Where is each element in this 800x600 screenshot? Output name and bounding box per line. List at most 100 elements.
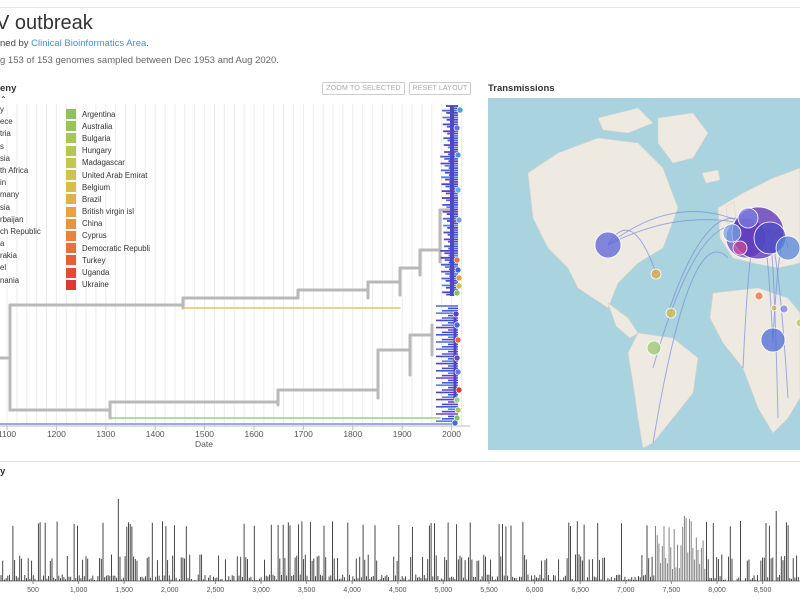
legend-swatch bbox=[66, 206, 76, 217]
reset-layout-button[interactable]: RESET LAYOUT bbox=[409, 82, 471, 95]
legend-label: China bbox=[82, 219, 103, 229]
legend-label: Democratic Republi bbox=[82, 243, 151, 253]
legend-item[interactable]: Argentina bbox=[66, 108, 150, 120]
legend-left-item[interactable]: sia bbox=[0, 153, 10, 163]
x-tick-label: 1200 bbox=[47, 429, 66, 439]
entropy-tick-label: 2,500 bbox=[207, 587, 225, 594]
legend-left-item[interactable]: ch Republic bbox=[0, 226, 41, 236]
legend-label: Madagascar bbox=[82, 158, 125, 168]
phylogeny-title: eny bbox=[0, 83, 17, 94]
x-tick-label: 2000 bbox=[442, 429, 461, 439]
top-divider bbox=[0, 7, 800, 8]
map-land-north-america bbox=[527, 137, 679, 309]
legend-item[interactable]: Madagascar bbox=[66, 157, 150, 169]
transmission-bubble bbox=[722, 223, 742, 243]
tree-tip-dot bbox=[453, 354, 461, 362]
legend-swatch bbox=[66, 218, 76, 229]
legend-label: United Arab Emirat bbox=[82, 170, 148, 180]
legend-label: Hungary bbox=[82, 146, 112, 156]
entropy-tick-label: 3,500 bbox=[298, 587, 316, 594]
legend-item[interactable]: Uganda bbox=[66, 266, 150, 278]
entropy-chart[interactable]: 500 1,000 1,500 2,000 2,500 3,000 3,500 4,000 4,… bbox=[0, 485, 800, 600]
x-tick-label: 1100 bbox=[0, 429, 16, 439]
legend-left-item[interactable]: rbaijan bbox=[0, 214, 24, 224]
tree-tip-dot bbox=[455, 282, 463, 290]
entropy-tick-label: 4,500 bbox=[389, 587, 407, 594]
legend-swatch bbox=[66, 243, 76, 254]
legend-left-item[interactable]: el bbox=[0, 263, 7, 273]
tree-tip-dot bbox=[455, 216, 463, 224]
legend-left-item[interactable]: nania bbox=[0, 275, 20, 285]
transmission-bubble bbox=[737, 207, 759, 229]
legend-left-item[interactable]: in bbox=[0, 178, 7, 188]
tree-tip-dot bbox=[453, 256, 461, 264]
transmissions-title: Transmissions bbox=[488, 83, 555, 94]
legend-label: Belgium bbox=[82, 182, 111, 192]
tree-tip-dot bbox=[454, 151, 462, 159]
tree-tip-dot bbox=[455, 274, 463, 282]
entropy-tick-label: 3,000 bbox=[252, 587, 270, 594]
legend-item[interactable]: British virgin isl bbox=[66, 206, 150, 218]
map-land-greenland bbox=[657, 112, 709, 164]
transmission-bubble bbox=[650, 268, 662, 280]
legend-item[interactable]: Democratic Republi bbox=[66, 242, 150, 254]
legend-left-item[interactable]: a bbox=[0, 239, 5, 249]
legend-label: Brazil bbox=[82, 194, 102, 204]
tree-tip-dot bbox=[454, 266, 462, 274]
x-tick-label: 1700 bbox=[294, 429, 313, 439]
legend-label: Uganda bbox=[82, 268, 110, 278]
entropy-tick-label: 7,000 bbox=[617, 587, 635, 594]
legend-swatch bbox=[66, 279, 76, 290]
legend-item[interactable]: Turkey bbox=[66, 254, 150, 266]
legend-item[interactable]: Hungary bbox=[66, 145, 150, 157]
entropy-title: y bbox=[0, 466, 6, 477]
tree-tip-dot bbox=[451, 419, 459, 427]
tree-tip-dot bbox=[455, 386, 463, 394]
legend-left-item[interactable]: rakia bbox=[0, 251, 17, 261]
legend-item[interactable]: China bbox=[66, 218, 150, 230]
byline-prefix: ned by bbox=[0, 38, 32, 49]
transmission-bubble bbox=[594, 231, 622, 259]
legend-item[interactable]: Brazil bbox=[66, 193, 150, 205]
legend-swatch bbox=[66, 121, 76, 132]
entropy-tick-label: 7,500 bbox=[663, 587, 681, 594]
collapse-legend-icon[interactable]: ⌃ bbox=[0, 95, 7, 104]
entropy-tick-label: 8,000 bbox=[708, 587, 726, 594]
zoom-to-selected-button[interactable]: ZOOM TO SELECTED bbox=[322, 82, 405, 95]
legend-swatch bbox=[66, 145, 76, 156]
legend-left-item[interactable]: ece bbox=[0, 117, 13, 127]
tree-tip-dot bbox=[454, 368, 462, 376]
dataset-summary: g 153 of 153 genomes sampled between Dec… bbox=[0, 55, 279, 66]
legend-item[interactable]: Ukraine bbox=[66, 279, 150, 291]
legend-left-item[interactable]: th Africa bbox=[0, 165, 29, 175]
transmissions-map[interactable] bbox=[488, 98, 800, 450]
tree-tip-dot bbox=[452, 310, 460, 318]
entropy-tick-label: 6,000 bbox=[526, 587, 544, 594]
legend-item[interactable]: Belgium bbox=[66, 181, 150, 193]
tree-tip-dot bbox=[454, 336, 462, 344]
entropy-tick-label: 2,000 bbox=[161, 587, 179, 594]
clinical-bioinformatics-link[interactable]: Clinical Bioinformatics Area bbox=[31, 38, 147, 49]
transmission-bubble bbox=[732, 240, 748, 256]
legend-left-item[interactable]: many bbox=[0, 190, 20, 200]
transmission-bubble bbox=[760, 327, 786, 353]
page-title: V outbreak bbox=[0, 12, 93, 34]
legend-label: Bulgaria bbox=[82, 133, 111, 143]
legend-left-item[interactable]: s bbox=[0, 141, 4, 151]
legend-left-item[interactable]: tria bbox=[0, 129, 11, 139]
legend-swatch bbox=[66, 194, 76, 205]
entropy-tick-label: 4,000 bbox=[343, 587, 361, 594]
legend-label: Argentina bbox=[82, 109, 116, 119]
legend-left-item[interactable]: sia bbox=[0, 202, 10, 212]
legend-left-item[interactable]: y bbox=[0, 105, 4, 114]
legend-item[interactable]: Cyprus bbox=[66, 230, 150, 242]
map-land-central-america bbox=[607, 302, 639, 339]
transmission-bubble bbox=[795, 318, 800, 328]
legend-label: Cyprus bbox=[82, 231, 107, 241]
legend-item[interactable]: Australia bbox=[66, 120, 150, 132]
phylogeny-tree[interactable]: 1100 1200 1300 1400 1500 1600 1700 1800 1900 2000… bbox=[0, 100, 470, 460]
entropy-tick-label: 5,500 bbox=[480, 587, 498, 594]
byline: ned by Clinical Bioinformatics Area. bbox=[0, 38, 149, 49]
legend-item[interactable]: Bulgaria bbox=[66, 132, 150, 144]
legend-item[interactable]: United Arab Emirat bbox=[66, 169, 150, 181]
